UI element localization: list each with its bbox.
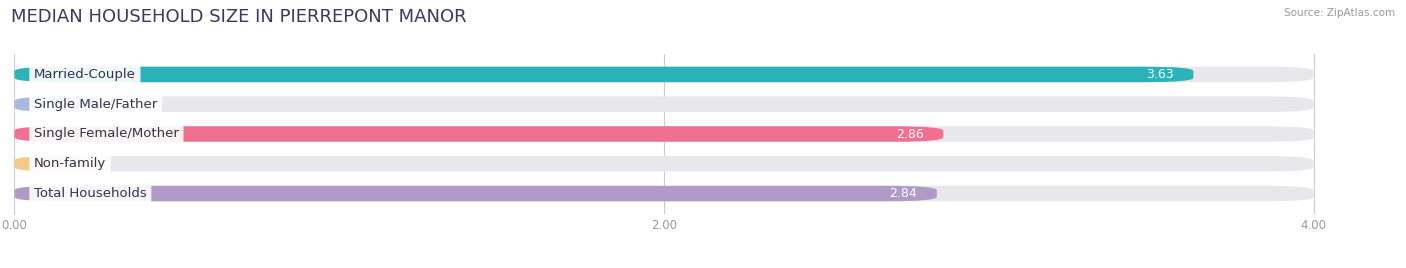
FancyBboxPatch shape	[14, 96, 1313, 112]
Text: Single Male/Father: Single Male/Father	[34, 98, 157, 111]
FancyBboxPatch shape	[14, 186, 1313, 201]
Text: Non-family: Non-family	[34, 157, 107, 170]
FancyBboxPatch shape	[14, 126, 943, 142]
Text: 2.84: 2.84	[890, 187, 917, 200]
Text: 0.00: 0.00	[53, 157, 82, 170]
Text: Single Female/Mother: Single Female/Mother	[34, 128, 179, 140]
Text: Married-Couple: Married-Couple	[34, 68, 136, 81]
Text: 0.00: 0.00	[53, 98, 82, 111]
FancyBboxPatch shape	[14, 156, 1313, 172]
FancyBboxPatch shape	[14, 156, 105, 172]
FancyBboxPatch shape	[14, 67, 1313, 82]
FancyBboxPatch shape	[14, 67, 1194, 82]
Text: 3.63: 3.63	[1146, 68, 1174, 81]
Text: Source: ZipAtlas.com: Source: ZipAtlas.com	[1284, 8, 1395, 18]
Text: MEDIAN HOUSEHOLD SIZE IN PIERREPONT MANOR: MEDIAN HOUSEHOLD SIZE IN PIERREPONT MANO…	[11, 8, 467, 26]
Text: Total Households: Total Households	[34, 187, 146, 200]
Text: 2.86: 2.86	[896, 128, 924, 140]
FancyBboxPatch shape	[14, 96, 105, 112]
FancyBboxPatch shape	[14, 126, 1313, 142]
FancyBboxPatch shape	[14, 186, 936, 201]
